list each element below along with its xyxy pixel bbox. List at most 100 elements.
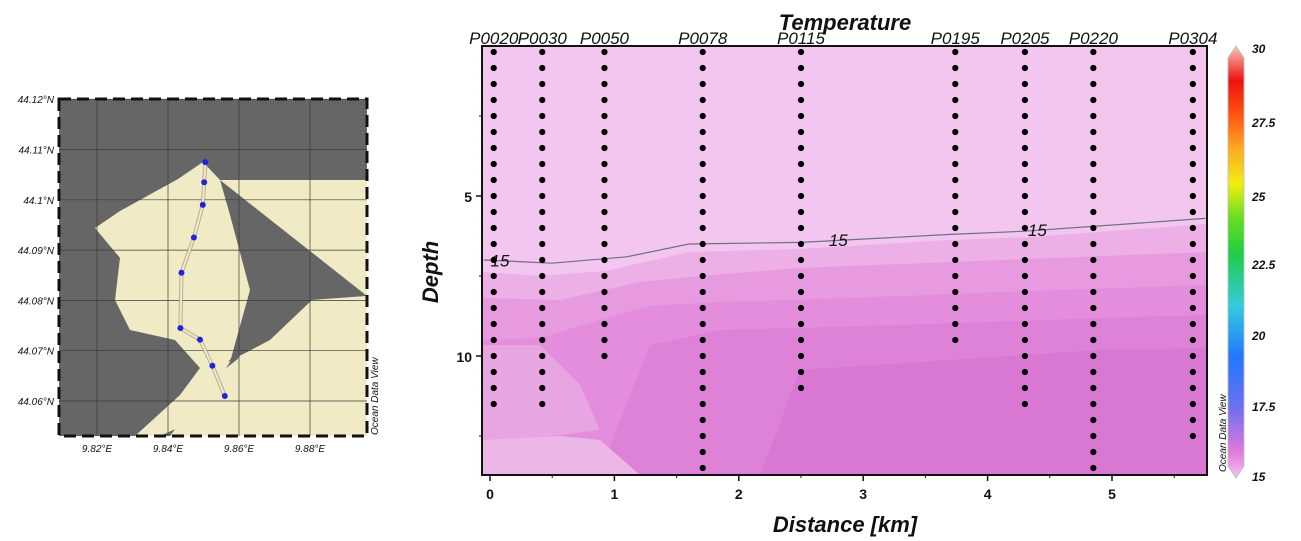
sample-point xyxy=(601,176,608,184)
sample-point xyxy=(539,352,546,360)
sample-point xyxy=(952,48,959,56)
sample-point xyxy=(539,48,546,56)
colorbar-tick-label: 30 xyxy=(1252,42,1266,56)
sample-point xyxy=(1021,336,1029,344)
sample-point xyxy=(699,144,706,152)
contour-label: 15 xyxy=(490,252,509,271)
sample-point xyxy=(1090,208,1097,216)
sample-point xyxy=(699,320,706,328)
station-map: 44.12°N 44.11°N 44.1°N 44.09°N 44.08°N 44.07°… xyxy=(18,95,381,455)
sample-point xyxy=(952,144,959,152)
sample-point xyxy=(797,80,805,88)
sample-point xyxy=(539,224,546,232)
sample-point xyxy=(1189,256,1196,264)
sample-point xyxy=(699,160,706,168)
sample-point xyxy=(797,304,805,312)
station-label: P0205 xyxy=(1000,29,1050,48)
sample-point xyxy=(1189,64,1196,72)
sample-point xyxy=(797,272,805,280)
sample-point xyxy=(797,224,805,232)
sample-point xyxy=(601,112,608,120)
sample-point xyxy=(1021,112,1029,120)
colorbar-tick-label: 17.5 xyxy=(1252,400,1276,414)
field-layer-7 xyxy=(482,436,640,475)
sample-point xyxy=(539,400,546,408)
sample-point xyxy=(952,176,959,184)
sample-point xyxy=(1090,192,1097,200)
sample-point xyxy=(1189,80,1196,88)
sample-point xyxy=(1021,48,1029,56)
sample-point xyxy=(601,224,608,232)
y-axis-ticks: 5 10 xyxy=(456,115,482,437)
sample-point xyxy=(490,384,497,392)
sample-point xyxy=(1090,224,1097,232)
sample-point xyxy=(539,320,546,328)
x-tick-label: 3 xyxy=(859,486,867,502)
sample-point xyxy=(952,272,959,280)
sample-point xyxy=(601,64,608,72)
sample-point xyxy=(601,352,608,360)
sample-point xyxy=(699,288,706,296)
colorbar-tick-label: 27.5 xyxy=(1251,116,1276,130)
sample-point xyxy=(699,48,706,56)
sample-point xyxy=(1090,48,1097,56)
map-station-point xyxy=(190,234,197,241)
sample-point xyxy=(1090,432,1097,440)
map-station-point xyxy=(201,179,208,186)
map-station-point xyxy=(202,159,209,166)
station-cast xyxy=(1021,48,1029,408)
sample-point xyxy=(601,288,608,296)
sample-point xyxy=(1021,160,1029,168)
map-frame xyxy=(57,97,369,438)
sample-point xyxy=(1021,80,1029,88)
sample-point xyxy=(1189,160,1196,168)
station-cast xyxy=(952,48,959,344)
sample-point xyxy=(490,80,497,88)
colorbar-tick-label: 22.5 xyxy=(1251,258,1276,272)
station-label: P0050 xyxy=(580,29,630,48)
sample-point xyxy=(601,304,608,312)
sample-point xyxy=(1090,464,1097,472)
sample-point xyxy=(601,96,608,104)
map-station-point xyxy=(199,201,206,208)
sample-point xyxy=(490,144,497,152)
sample-point xyxy=(1189,208,1196,216)
sample-point xyxy=(601,256,608,264)
sample-point xyxy=(797,160,805,168)
sample-point xyxy=(699,208,706,216)
sample-point xyxy=(797,192,805,200)
station-cast xyxy=(601,48,608,360)
colorbar-ramp xyxy=(1227,45,1245,479)
sample-point xyxy=(699,416,706,424)
sample-point xyxy=(797,144,805,152)
sample-point xyxy=(601,336,608,344)
sample-point xyxy=(490,192,497,200)
station-casts xyxy=(490,48,1196,472)
sample-point xyxy=(601,320,608,328)
sample-point xyxy=(1189,416,1196,424)
sample-point xyxy=(601,144,608,152)
sample-point xyxy=(952,128,959,136)
sample-point xyxy=(1021,96,1029,104)
sample-point xyxy=(1189,352,1196,360)
sample-point xyxy=(952,336,959,344)
map-lon-label: 9.84°E xyxy=(153,444,183,455)
sample-point xyxy=(1090,160,1097,168)
map-lat-label: 44.06°N xyxy=(18,397,55,408)
sample-point xyxy=(1021,400,1029,408)
sample-point xyxy=(952,208,959,216)
sample-point xyxy=(1090,144,1097,152)
sample-point xyxy=(1090,448,1097,456)
sample-point xyxy=(1090,288,1097,296)
sample-point xyxy=(539,176,546,184)
sample-point xyxy=(952,224,959,232)
sample-point xyxy=(1090,304,1097,312)
sample-point xyxy=(699,192,706,200)
sample-point xyxy=(490,160,497,168)
sample-point xyxy=(952,320,959,328)
sample-point xyxy=(601,128,608,136)
sample-point xyxy=(490,64,497,72)
sample-point xyxy=(539,96,546,104)
sample-point xyxy=(539,304,546,312)
